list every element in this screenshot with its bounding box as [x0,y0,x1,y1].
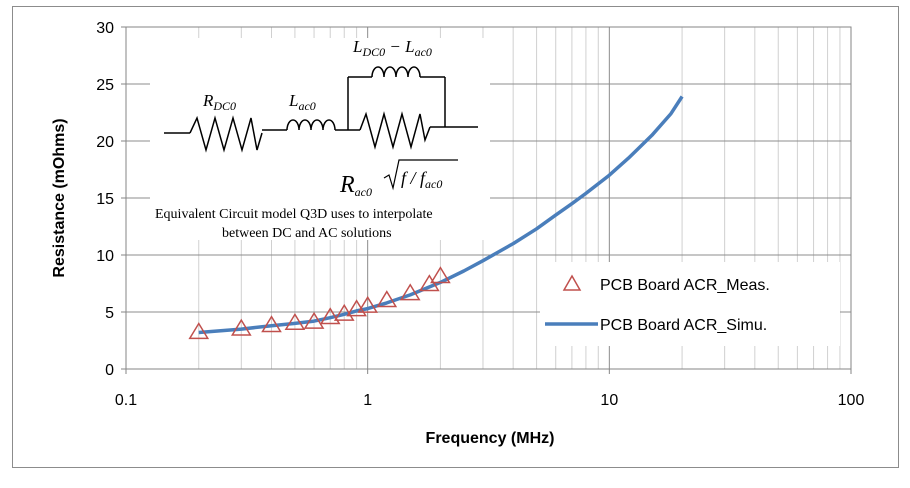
meas-triangle-marker [284,312,306,330]
inductor-lac-coil [286,119,336,131]
x-tick-label: 1 [363,392,372,409]
meas-triangle-marker [188,322,210,340]
legend: PCB Board ACR_Meas. PCB Board ACR_Simu. [540,262,840,346]
y-tick-label: 25 [96,77,114,94]
meas-triangle-marker [261,315,282,333]
y-tick-label: 5 [105,305,114,322]
meas-triangle-marker [319,307,341,325]
legend-meas-label: PCB Board ACR_Meas. [600,277,770,294]
label-ltop-sub2: ac0 [415,45,432,59]
label-lac0-sub: ac0 [298,99,315,113]
y-tick-label: 10 [96,248,114,265]
label-rac0-sub: ac0 [355,185,372,199]
label-sqrt-sub: ac0 [425,177,442,191]
meas-triangle-marker [430,266,451,284]
label-ltop-mid: − L [385,37,414,56]
measured-series-markers [188,266,451,340]
y-tick-label: 30 [96,20,114,37]
label-lac0: Lac0 [288,91,316,113]
y-axis-ticks: 0 5 10 15 20 25 30 [96,20,126,379]
circuit-background [150,38,490,240]
meas-triangle-marker [230,318,252,336]
y-tick-label: 15 [96,191,114,208]
label-sqrt-content: f / fac0 [401,168,442,191]
resistor-rdc-zigzag [189,115,263,153]
label-rdc0-sub: DC0 [212,99,236,113]
meas-triangle-marker [357,295,378,313]
label-rdc0: RDC0 [202,91,236,113]
inductor-ltop-coil [371,66,421,78]
sqrt-symbol [383,159,458,191]
label-rac0-main: R [339,172,355,198]
meas-triangle-marker [376,290,398,308]
caption-line-1: Equivalent Circuit model Q3D uses to int… [155,207,433,222]
y-tick-label: 0 [105,362,114,379]
label-sqrt-main: f / f [401,168,428,188]
x-tick-label: 10 [600,392,618,409]
resistor-rac-zigzag [359,111,431,150]
y-axis-title: Resistance (mOhms) [51,118,68,277]
meas-triangle-marker [399,283,421,301]
label-ldc0-minus-lac0: LDC0 − Lac0 [352,37,432,59]
label-lac0-main: L [288,91,298,110]
circuit-annotation: RDC0 Lac0 LDC0 − Lac0 Rac0 f / fac0 Equi… [150,37,490,241]
x-tick-label: 100 [838,392,865,409]
label-ltop-sub1: DC0 [361,45,385,59]
legend-background [540,262,840,346]
label-rdc0-main: R [202,91,214,110]
label-rac0: Rac0 [339,172,372,199]
label-ltop-main1: L [352,37,362,56]
simulated-series-line [198,95,684,335]
meas-triangle-marker [303,311,325,329]
x-tick-label: 0.1 [115,392,137,409]
caption-line-2: between DC and AC solutions [222,226,392,241]
x-axis-ticks: 0.1 1 10 100 [115,369,865,409]
x-axis-title: Frequency (MHz) [426,430,555,447]
legend-meas-marker-icon [562,274,582,291]
y-tick-label: 20 [96,134,114,151]
legend-simu-label: PCB Board ACR_Simu. [600,317,767,334]
